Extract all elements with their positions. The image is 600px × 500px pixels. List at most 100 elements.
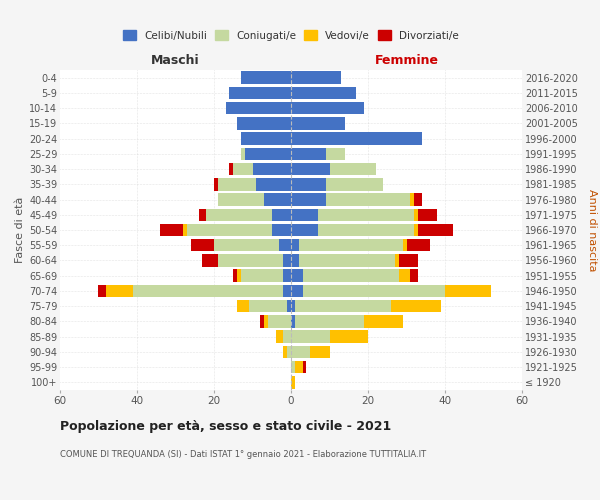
Bar [407, 239, 430, 252]
Y-axis label: Anni di nascita: Anni di nascita [587, 188, 597, 271]
Bar [260, 315, 264, 328]
Text: Maschi: Maschi [151, 54, 200, 67]
Bar [291, 361, 295, 374]
Bar [256, 178, 291, 190]
Bar [287, 300, 291, 312]
Bar [241, 270, 283, 282]
Bar [272, 224, 291, 236]
Bar [283, 330, 291, 343]
Bar [291, 239, 299, 252]
Bar [318, 224, 414, 236]
Bar [237, 117, 291, 130]
Bar [410, 194, 414, 206]
Bar [291, 102, 364, 115]
Bar [241, 148, 245, 160]
Bar [414, 208, 418, 221]
Bar [287, 346, 291, 358]
Bar [98, 284, 106, 297]
Bar [106, 284, 133, 297]
Bar [329, 330, 368, 343]
Bar [326, 148, 345, 160]
Bar [253, 163, 291, 175]
Bar [291, 132, 422, 145]
Bar [229, 163, 233, 175]
Bar [218, 178, 256, 190]
Bar [414, 194, 422, 206]
Bar [291, 117, 345, 130]
Bar [241, 132, 291, 145]
Bar [291, 376, 295, 388]
Bar [233, 163, 253, 175]
Bar [291, 346, 310, 358]
Bar [280, 239, 291, 252]
Bar [133, 284, 283, 297]
Bar [291, 194, 326, 206]
Bar [326, 194, 410, 206]
Bar [226, 102, 291, 115]
Bar [399, 254, 418, 266]
Text: Popolazione per età, sesso e stato civile - 2021: Popolazione per età, sesso e stato civil… [60, 420, 391, 433]
Bar [283, 270, 291, 282]
Bar [329, 163, 376, 175]
Bar [395, 254, 399, 266]
Bar [291, 315, 295, 328]
Bar [445, 284, 491, 297]
Bar [268, 315, 291, 328]
Bar [291, 72, 341, 84]
Bar [410, 270, 418, 282]
Bar [233, 270, 237, 282]
Bar [199, 208, 206, 221]
Bar [283, 346, 287, 358]
Bar [237, 300, 248, 312]
Bar [291, 270, 302, 282]
Bar [237, 270, 241, 282]
Bar [418, 208, 437, 221]
Bar [364, 315, 403, 328]
Y-axis label: Fasce di età: Fasce di età [14, 197, 25, 263]
Bar [414, 224, 418, 236]
Bar [291, 178, 326, 190]
Bar [206, 208, 272, 221]
Bar [183, 224, 187, 236]
Bar [291, 86, 356, 99]
Bar [299, 239, 403, 252]
Bar [291, 300, 295, 312]
Bar [214, 239, 280, 252]
Bar [229, 86, 291, 99]
Bar [399, 270, 410, 282]
Bar [218, 254, 283, 266]
Bar [264, 194, 291, 206]
Bar [291, 284, 302, 297]
Bar [191, 239, 214, 252]
Bar [295, 300, 391, 312]
Bar [275, 330, 283, 343]
Bar [291, 148, 326, 160]
Bar [248, 300, 287, 312]
Bar [418, 224, 453, 236]
Bar [272, 208, 291, 221]
Bar [326, 178, 383, 190]
Bar [299, 254, 395, 266]
Bar [295, 361, 302, 374]
Bar [302, 361, 307, 374]
Bar [291, 224, 318, 236]
Bar [245, 148, 291, 160]
Bar [291, 330, 329, 343]
Bar [283, 254, 291, 266]
Bar [264, 315, 268, 328]
Bar [310, 346, 329, 358]
Bar [202, 254, 218, 266]
Bar [295, 315, 364, 328]
Bar [291, 208, 318, 221]
Bar [403, 239, 407, 252]
Bar [160, 224, 183, 236]
Legend: Celibi/Nubili, Coniugati/e, Vedovi/e, Divorziati/e: Celibi/Nubili, Coniugati/e, Vedovi/e, Di… [123, 30, 459, 40]
Bar [214, 178, 218, 190]
Bar [291, 163, 329, 175]
Bar [187, 224, 272, 236]
Bar [302, 284, 445, 297]
Bar [241, 72, 291, 84]
Bar [218, 194, 264, 206]
Bar [291, 254, 299, 266]
Bar [302, 270, 399, 282]
